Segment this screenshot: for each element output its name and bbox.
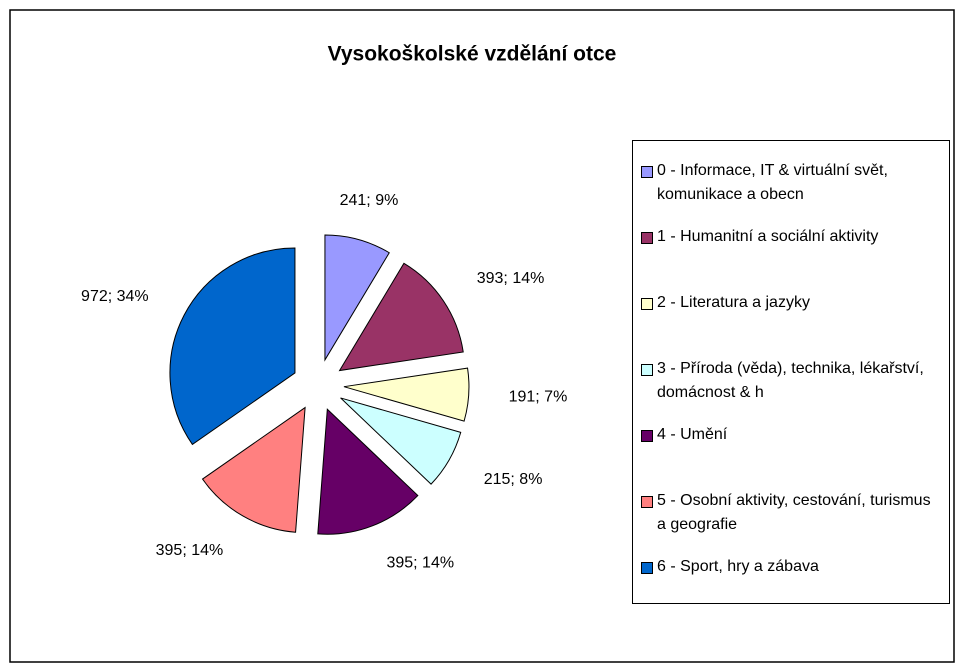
data-label: 972; 34% xyxy=(81,288,149,305)
legend-swatch xyxy=(641,496,653,508)
legend-label: 5 - Osobní aktivity, cestování, turismus… xyxy=(657,492,931,533)
legend-swatch xyxy=(641,232,653,244)
legend-label: 3 - Příroda (věda), technika, lékařství,… xyxy=(657,360,924,401)
legend-swatch xyxy=(641,430,653,442)
pie-slice xyxy=(343,367,470,422)
legend-item: 4 - Umění xyxy=(641,423,941,489)
legend-swatch xyxy=(641,298,653,310)
legend-label: 0 - Informace, IT & virtuální svět, komu… xyxy=(657,162,888,203)
chart-title: Vysokoškolské vzdělání otce xyxy=(328,43,617,66)
pie-slice xyxy=(340,397,462,485)
chart-border xyxy=(9,9,955,663)
legend-item: 1 - Humanitní a sociální aktivity xyxy=(641,225,941,291)
legend-item: 3 - Příroda (věda), technika, lékařství,… xyxy=(641,357,941,423)
legend-label: 1 - Humanitní a sociální aktivity xyxy=(657,228,879,245)
legend-item: 2 - Literatura a jazyky xyxy=(641,291,941,357)
legend-label: 6 - Sport, hry a zábava xyxy=(657,558,819,575)
legend-swatch xyxy=(641,364,653,376)
pie-slice xyxy=(201,406,306,533)
data-label: 215; 8% xyxy=(484,471,543,488)
legend-label: 2 - Literatura a jazyky xyxy=(657,294,810,311)
pie-slice xyxy=(317,408,419,535)
pie-slice xyxy=(169,247,296,446)
data-label: 395; 14% xyxy=(156,542,224,559)
legend-item: 6 - Sport, hry a zábava xyxy=(641,555,941,621)
pie-slice xyxy=(324,234,390,362)
data-label: 241; 9% xyxy=(340,192,399,209)
legend-swatch xyxy=(641,562,653,574)
legend: 0 - Informace, IT & virtuální svět, komu… xyxy=(632,140,950,604)
legend-swatch xyxy=(641,166,653,178)
data-label: 395; 14% xyxy=(386,555,454,572)
data-label: 393; 14% xyxy=(477,270,545,287)
pie-slice xyxy=(338,262,464,372)
legend-label: 4 - Umění xyxy=(657,426,728,443)
legend-item: 5 - Osobní aktivity, cestování, turismus… xyxy=(641,489,941,555)
data-label: 191; 7% xyxy=(509,389,568,406)
legend-item: 0 - Informace, IT & virtuální svět, komu… xyxy=(641,159,941,225)
